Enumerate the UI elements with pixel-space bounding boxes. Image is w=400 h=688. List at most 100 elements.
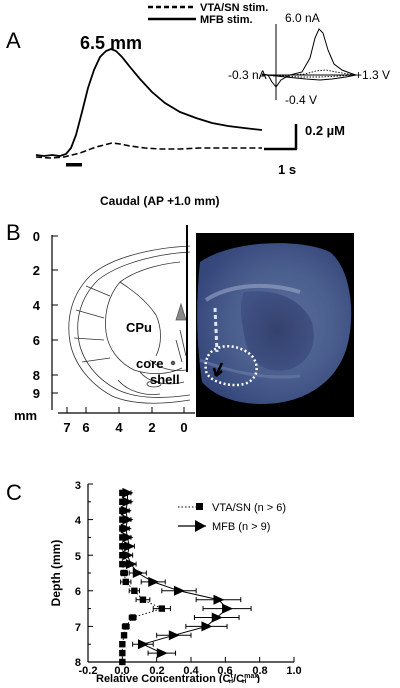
cv-solid-trace [261,28,358,88]
vta-data-point [119,658,126,666]
mfb-data-point [125,559,137,570]
legend-mfb-label: MFB (n > 9) [212,521,270,533]
lesion-arrow [212,362,224,377]
mfb-data-point [213,594,225,605]
mfb-data-point [124,541,136,552]
vta-data-point [119,560,126,568]
legend-mfb-marker [195,520,206,532]
vta-trace [35,142,262,159]
shell-label: shell [150,372,180,387]
mfb-data-point [156,648,168,659]
x-tick-label-1-0: 1.0 [286,665,301,677]
mfb-data-point [122,550,134,561]
c-plot-area [119,487,252,666]
vta-data-point [158,605,166,612]
depth-tick-6: 6 [33,333,40,348]
depth-tick-9: 9 [33,386,40,401]
inset-bottom-label: -0.4 V [285,93,317,107]
scale-x-label: 1 s [278,162,296,177]
vta-data-point [119,641,126,648]
lateral-tick-0: 0 [180,420,187,435]
cv-inset: 6.0 nA -0.3 nA +1.3 V -0.4 V [228,11,390,107]
mfb-data-point [122,496,134,507]
atlas-depth-ticks [52,235,58,394]
scale-y-label: 0.2 µM [305,123,345,138]
panel-a-label: A [6,28,21,53]
mfb-data-point [201,621,213,632]
panel-c-label: C [6,480,22,505]
mfb-data-point [120,523,132,534]
vta-data-point [129,614,136,621]
panel-c: C -0.2 0.0 0.2 0.4 0.6 0.8 1.0 3 4 5 6 7… [6,480,302,686]
cpu-label: CPu [126,320,152,335]
inset-right-label: +1.3 V [355,68,390,82]
vta-data-point [119,516,126,523]
y-tick-label-5: 5 [75,551,81,563]
panel-a: A VTA/SN stim. MFB stim. 6.5 mm 0.2 µM 1… [6,2,390,208]
legend-label-vta: VTA/SN stim. [200,2,268,14]
vta-data-point [120,569,128,577]
lateral-tick-4: 4 [115,420,123,435]
depth-tick-2: 2 [33,263,40,278]
core-label: core [136,356,163,371]
inset-top-label: 6.0 nA [285,11,320,25]
inset-left-label: -0.3 nA [228,68,267,82]
brain-atlas-drawing [68,245,191,404]
section-label: Caudal (AP +1.0 mm) [100,194,219,208]
mfb-data-point [122,532,134,543]
depth-tick-4: 4 [33,298,41,313]
vta-data-point [119,534,126,541]
vta-data-point [119,543,126,550]
x-tick-label-0-0: 0.0 [114,665,129,677]
x-tick-label-0-2: 0.2 [149,665,164,677]
vta-data-point [120,632,128,639]
lateral-tick-6: 6 [82,420,89,435]
c-legend: VTA/SN (n > 6) MFB (n > 9) [178,502,286,533]
mfb-data-point [132,568,144,578]
depth-tick-8: 8 [33,368,40,383]
y-axis-label: Depth (mm) [49,540,63,607]
histology-image [196,233,354,417]
y-tick-label-3: 3 [75,480,81,492]
atlas-lateral-tick-marks [66,407,185,413]
panel-b: B 0 2 4 6 8 9 7 6 4 2 0 mm [6,220,354,435]
legend-label-mfb: MFB stim. [200,14,253,26]
vta-data-point [119,498,126,505]
mfb-data-point [120,505,132,516]
x-tick-label-neg0-2: -0.2 [79,665,98,677]
mfb-data-point [122,487,134,498]
x-tick-label-0-4: 0.4 [183,665,199,677]
mfb-data-point [222,603,234,614]
x-axis-label: Relative Concentration (Ct d/Cmax d) [96,673,260,683]
depth-label: 6.5 mm [80,33,142,53]
legend-vta-marker [196,503,203,510]
vta-data-point [139,596,147,603]
mfb-data-point [137,639,149,650]
vta-data-point [119,649,126,657]
vta-data-point [122,623,129,630]
mfb-data-point [122,514,134,525]
panel-b-label: B [6,220,21,245]
histology-electrode-track [213,307,219,353]
vta-data-point [131,587,138,594]
legend-vta-label: VTA/SN (n > 6) [212,502,286,514]
vta-data-point [122,578,129,586]
depth-tick-0: 0 [33,229,40,244]
mfb-data-point [148,576,160,587]
c-tick-marks [87,483,295,663]
lateral-tick-7: 7 [63,420,70,435]
mfb-trace [35,48,263,157]
x-tick-label-0-6: 0.6 [217,665,232,677]
vta-data-point [119,489,126,497]
stim-bar [66,163,82,167]
unit-label: mm [14,408,37,423]
mfb-data-point [211,612,223,623]
cv-dotted-trace [263,69,357,78]
y-tick-label-8: 8 [75,657,81,669]
mfb-data-point [168,630,180,641]
y-tick-label-6: 6 [75,586,81,598]
x-tick-label-0-8: 0.8 [252,665,267,677]
mfb-data-point [173,585,185,596]
y-tick-label-7: 7 [75,622,81,634]
